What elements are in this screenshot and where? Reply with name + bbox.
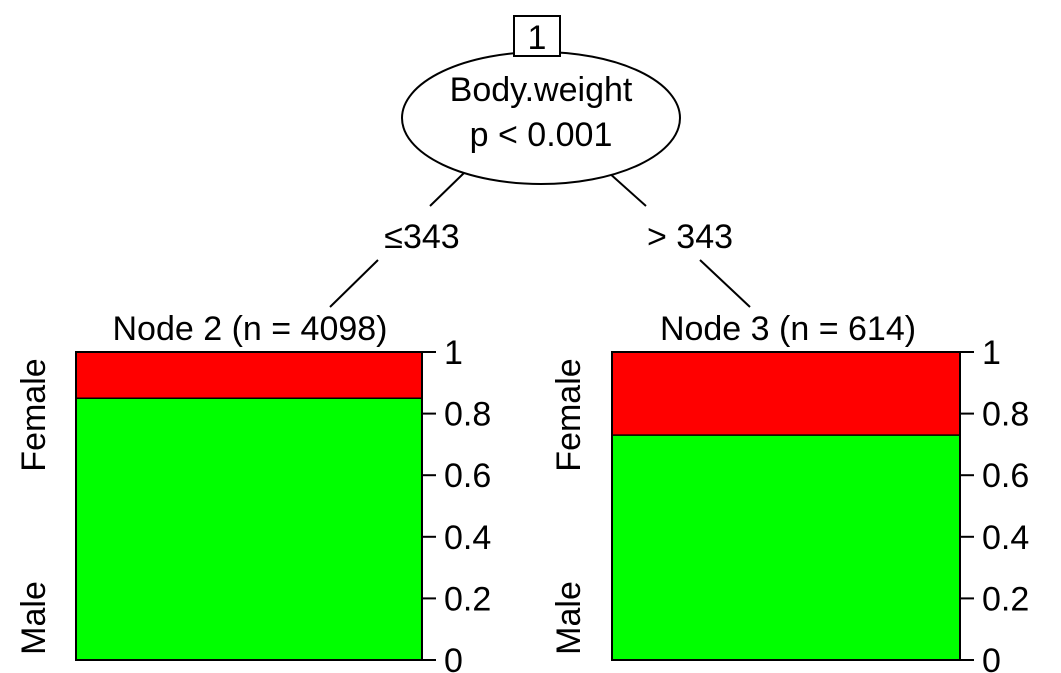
root-node-variable: Body.weight (450, 71, 633, 109)
root-node-id: 1 (528, 19, 547, 57)
axis-tick-label: 0.4 (982, 519, 1029, 557)
leaf-node-2-title: Node 2 (n = 4098) (112, 310, 387, 348)
edge-left-lower-line (329, 259, 379, 308)
leaf-node-2-label-female: Female (15, 358, 53, 471)
edge-label-left: ≤343 (384, 218, 459, 256)
axis-tick-label: 0.2 (444, 580, 491, 618)
leaf-node-2-axis: 1 0.8 0.6 0.4 0.2 0 (422, 334, 491, 673)
axis-tick-label: 0.8 (444, 396, 491, 434)
root-node: 1 Body.weight p < 0.001 (401, 15, 681, 185)
leaf-node-3-label-male: Male (550, 581, 588, 655)
leaf-node-3-label-female: Female (550, 358, 588, 471)
leaf-node-2-frame (75, 351, 423, 661)
leaf-node-3-title: Node 3 (n = 614) (660, 310, 916, 348)
leaf-node-3-male-bar (612, 435, 960, 660)
leaf-node-3-axis: 1 0.8 0.6 0.4 0.2 0 (960, 334, 1029, 673)
axis-tick-label: 0 (982, 642, 1001, 673)
leaf-node-2-label-male: Male (15, 581, 53, 655)
leaf-node-2-male-bar (76, 398, 422, 660)
axis-tick-label: 0.4 (444, 519, 491, 557)
axis-tick-label: 0.8 (982, 396, 1029, 434)
edge-label-right: > 343 (647, 218, 733, 256)
root-node-id-box (513, 15, 561, 57)
leaf-node-3-female-bar (612, 352, 960, 436)
root-node-p-value: p < 0.001 (470, 116, 613, 154)
edge-left-upper-line (429, 171, 466, 207)
leaf-node-2-female-bar (76, 352, 422, 399)
axis-tick-label: 1 (982, 334, 1001, 372)
axis-tick-label: 0.2 (982, 580, 1029, 618)
axis-tick-label: 1 (444, 334, 463, 372)
edge-right-lower-line (699, 259, 751, 308)
edge-right-upper-line (607, 171, 647, 207)
axis-tick-label: 0 (444, 642, 463, 673)
axis-tick-label: 0.6 (444, 457, 491, 495)
axis-tick-label: 0.6 (982, 457, 1029, 495)
leaf-node-3-frame (611, 351, 961, 661)
leaf-node-2: Node 2 (n = 4098) Female Male 1 0.8 0.6 0.4… (15, 310, 491, 673)
leaf-node-3: Node 3 (n = 614) Female Male 1 0.8 0.6 0.4 0… (550, 310, 1029, 673)
